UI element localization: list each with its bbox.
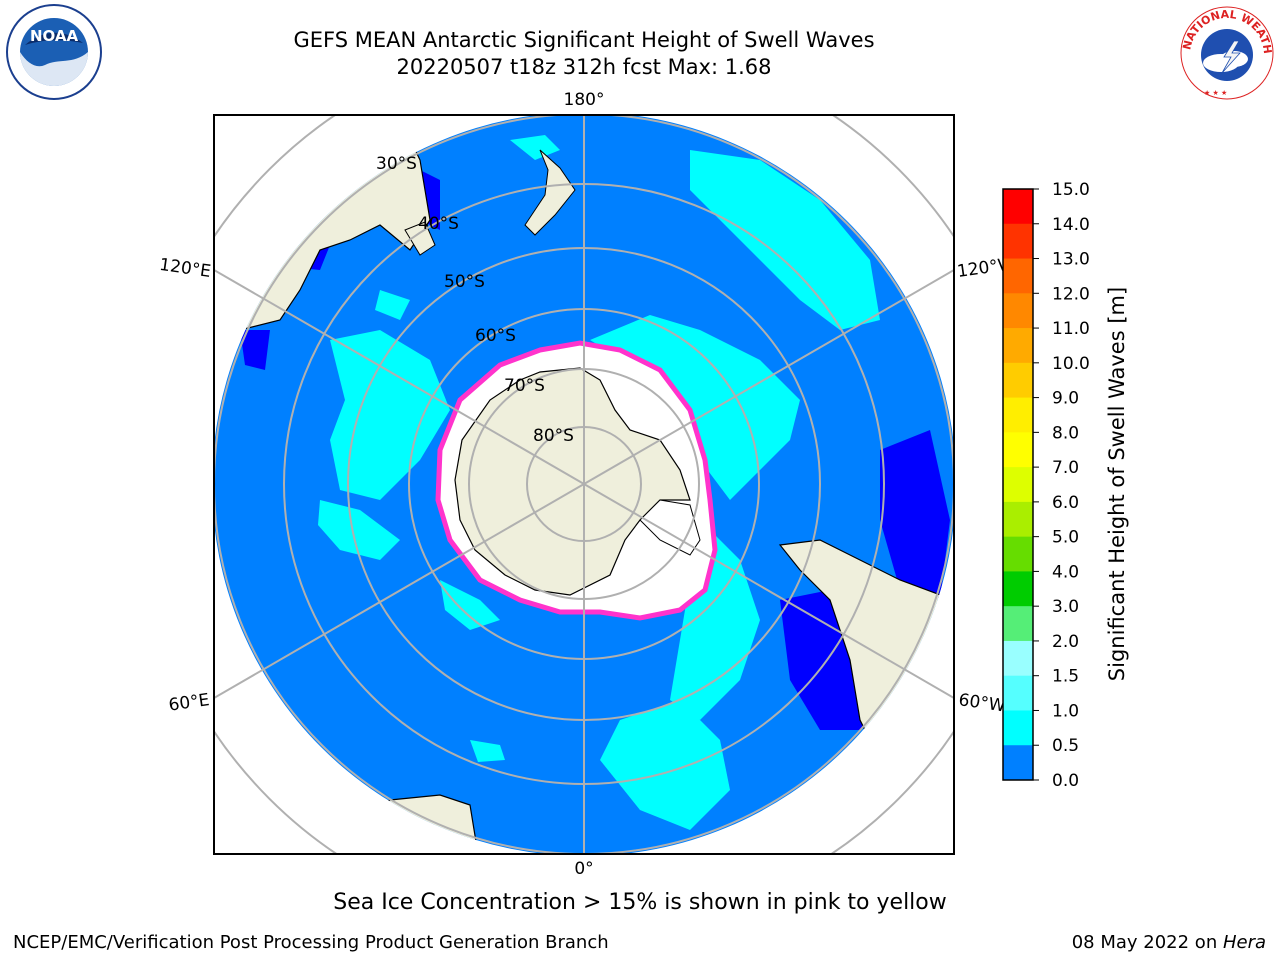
colorbar-cell (1003, 362, 1033, 399)
lon-label-60e: 60°E (167, 690, 210, 715)
colorbar-cell (1003, 710, 1033, 746)
colorbar-tick-label: 3.0 (1052, 597, 1079, 617)
colorbar-cell (1003, 536, 1033, 572)
colorbar-cell (1003, 571, 1033, 607)
new-zealand-land (524, 149, 576, 236)
colorbar-cell (1003, 432, 1033, 468)
lat-label-70s: 70°S (504, 376, 545, 396)
colorbar-tick-label: 0.5 (1052, 736, 1079, 756)
lat-label-50s: 50°S (444, 272, 485, 292)
colorbar-cell (1003, 745, 1033, 781)
colorbar-cell (1003, 675, 1033, 711)
colorbar-tick-label: 1.5 (1052, 667, 1079, 687)
lon-label-180: 180° (564, 90, 605, 110)
footer-date: 08 May 2022 on Hera (1072, 932, 1266, 953)
colorbar-tick-label: 2.0 (1052, 632, 1079, 652)
colorbar-tick-label: 8.0 (1052, 423, 1079, 443)
lat-label-30s: 30°S (376, 154, 417, 174)
colorbar-tick-label: 5.0 (1052, 528, 1079, 548)
antarctica-land (454, 367, 691, 596)
footer-credit: NCEP/EMC/Verification Post Processing Pr… (13, 932, 609, 953)
colorbar-cell (1003, 467, 1033, 503)
chart-title: GEFS MEAN Antarctic Significant Height o… (293, 28, 875, 52)
colorbar-tick-label: 6.0 (1052, 493, 1079, 513)
colorbar-tick-label: 15.0 (1052, 180, 1090, 200)
colorbar-tick-label: 13.0 (1052, 250, 1090, 270)
swell-blue-patches (240, 170, 950, 730)
noaa-logo: NOAA (6, 4, 102, 100)
colorbar-cell (1003, 223, 1033, 260)
lat-label-60s: 60°S (475, 326, 516, 346)
svg-text:★ ★ ★: ★ ★ ★ (1204, 89, 1227, 97)
meridian-lines (214, 115, 954, 854)
colorbar-label: Significant Height of Swell Waves [m] (1105, 287, 1129, 681)
lon-label-60w: 60°W (957, 690, 1006, 716)
colorbar-cell (1003, 501, 1033, 538)
colorbar-tick-label: 12.0 (1052, 284, 1090, 304)
colorbar-tick-label: 0.0 (1052, 771, 1079, 791)
footer-host: Hera (1222, 932, 1266, 953)
lat-label-80s: 80°S (533, 426, 574, 446)
colorbar-cell (1003, 328, 1033, 364)
sea-ice-note: Sea Ice Concentration > 15% is shown in … (333, 890, 947, 915)
colorbar-cell (1003, 258, 1033, 294)
colorbar-frame (1002, 188, 1034, 781)
lat-label-40s: 40°S (418, 214, 459, 234)
colorbar-tick-label: 14.0 (1052, 215, 1090, 235)
lon-label-120e: 120°E (158, 255, 212, 282)
colorbar-cell (1003, 640, 1033, 677)
colorbar-tick-label: 10.0 (1052, 354, 1090, 374)
colorbar-tick-label: 1.0 (1052, 701, 1079, 721)
noaa-logo-text: NOAA (30, 27, 79, 45)
colorbar-tick-label: 4.0 (1052, 562, 1079, 582)
chart-subtitle: 20220507 t18z 312h fcst Max: 1.68 (396, 55, 772, 79)
colorbar-cell (1003, 397, 1033, 433)
colorbar-cell (1003, 189, 1033, 225)
colorbar-tick-label: 7.0 (1052, 458, 1079, 478)
footer-date-text: 08 May 2022 on (1071, 932, 1223, 953)
colorbar-tick-label: 11.0 (1052, 319, 1090, 339)
map-frame (213, 114, 955, 855)
nws-logo: NATIONAL WEATHER SERVICE ★ ★ ★ (1176, 3, 1274, 100)
colorbar: 15.0 14.0 13.0 12.0 11.0 10.0 9.0 8.0 7.0 6.0 5.0 4… (1002, 180, 1129, 791)
lon-label-0: 0° (574, 859, 593, 879)
colorbar-tick-label: 9.0 (1052, 389, 1079, 409)
colorbar-cell (1003, 606, 1033, 642)
colorbar-cell (1003, 293, 1033, 329)
